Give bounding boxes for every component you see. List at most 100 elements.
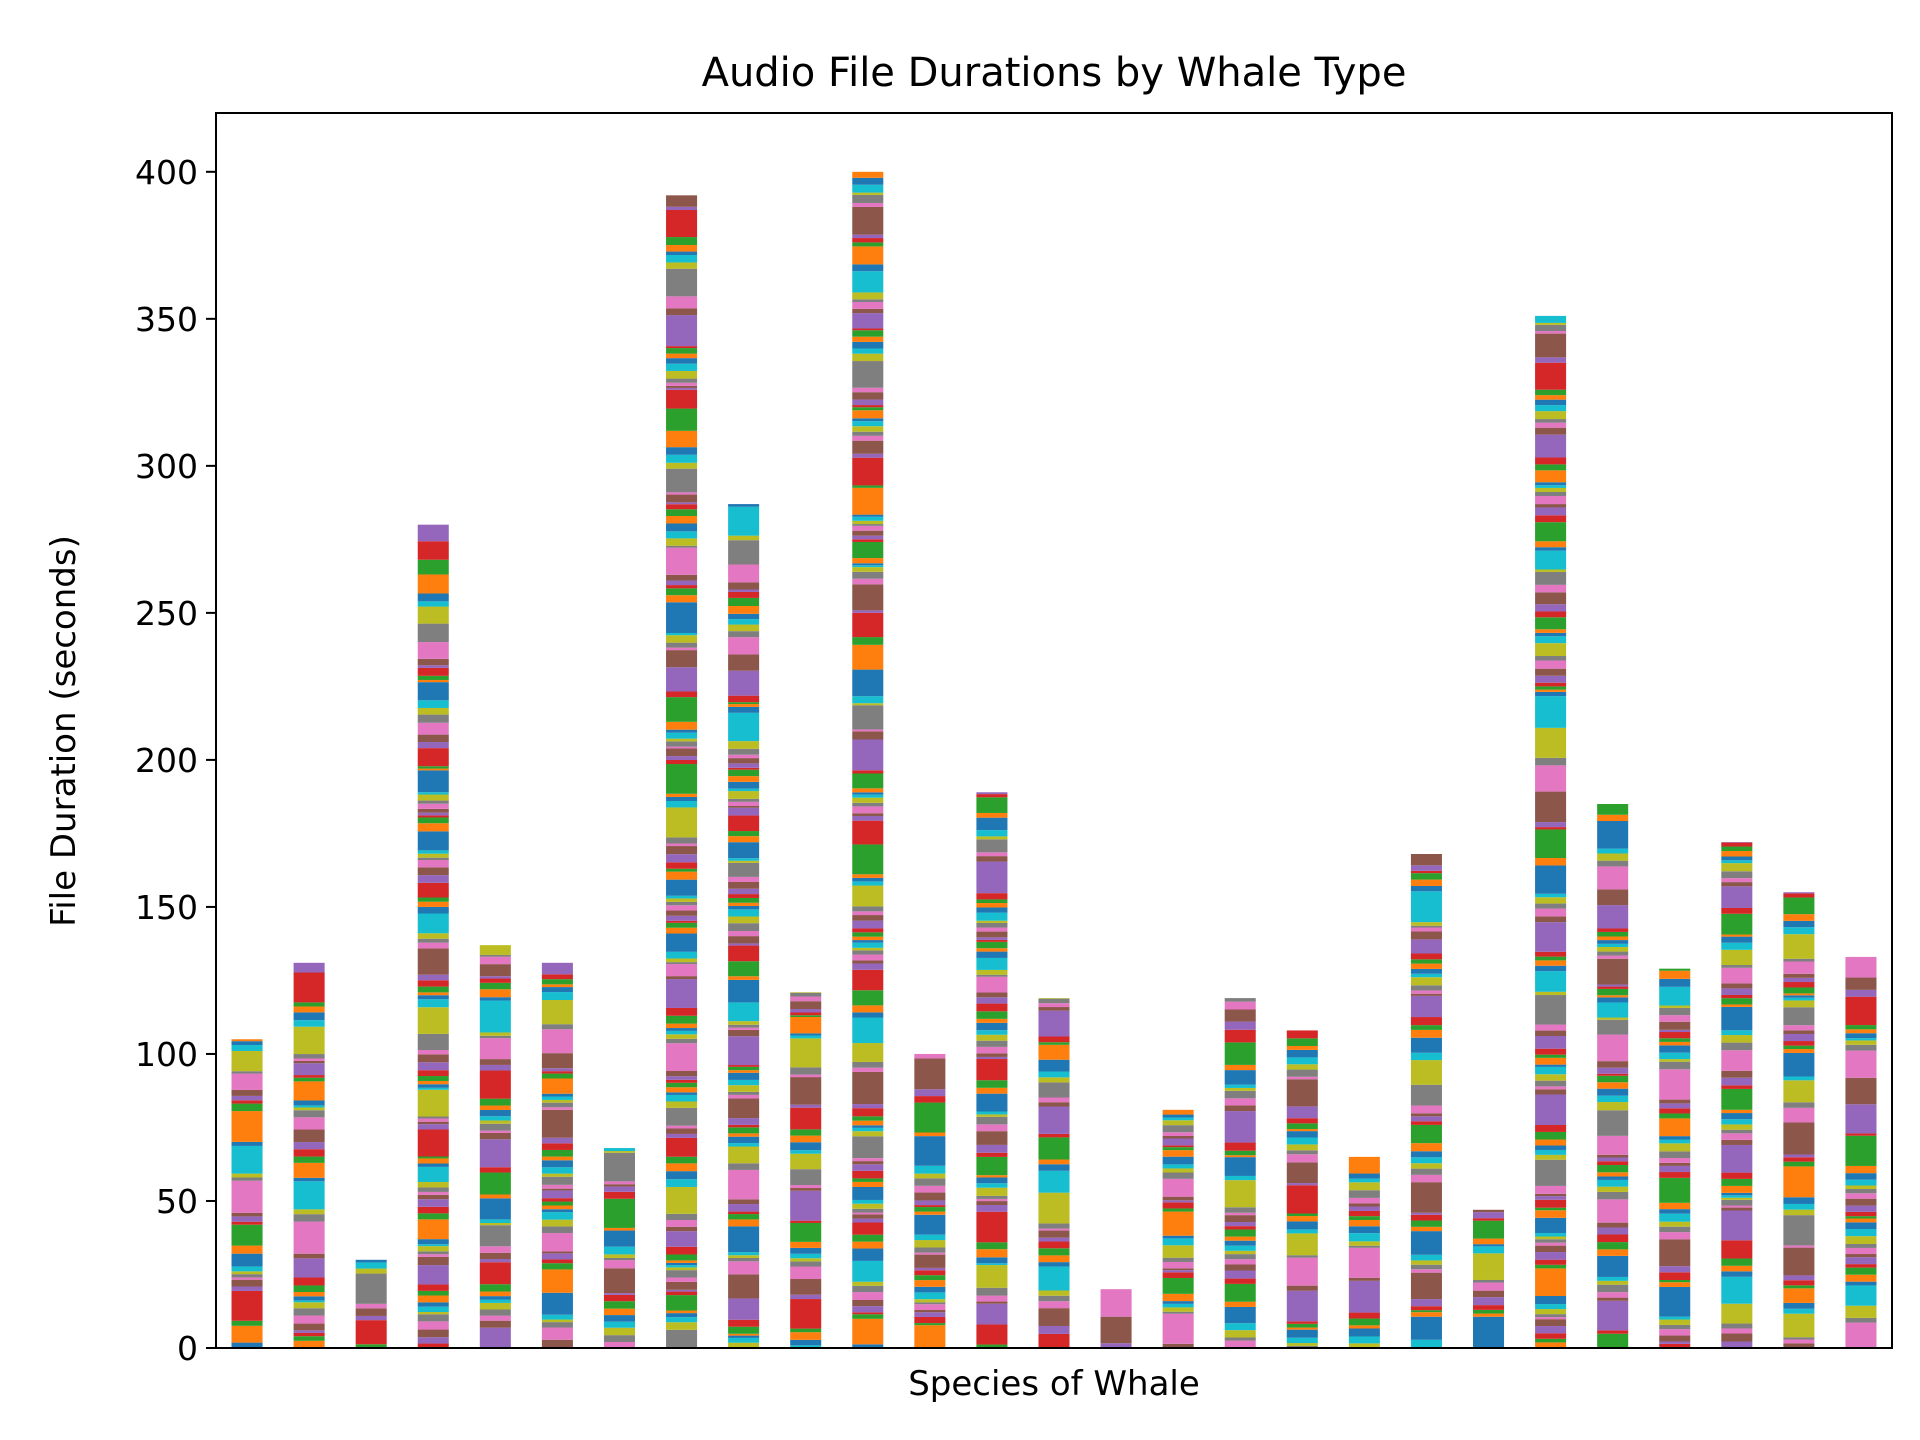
bar-segment — [1597, 931, 1629, 937]
bar-segment — [790, 1008, 822, 1013]
bar-segment — [914, 1316, 946, 1324]
y-tick-label: 300 — [135, 447, 198, 486]
bar-segment — [231, 1177, 263, 1181]
bar-segment — [852, 530, 884, 536]
bar-segment — [1659, 970, 1691, 979]
bar-segment — [541, 1029, 573, 1054]
bar-segment — [1410, 1306, 1442, 1311]
bar-segment — [976, 830, 1008, 837]
bar-segment — [666, 979, 698, 1008]
bar-segment — [790, 1012, 822, 1016]
bar-segment — [728, 540, 760, 565]
bar-segment — [1721, 934, 1753, 937]
bar-segment — [417, 1182, 449, 1188]
bar-segment — [1535, 322, 1567, 325]
bar-segment — [1659, 1165, 1691, 1173]
bar-segment — [1535, 482, 1567, 486]
bar-segment — [728, 1124, 760, 1128]
bar-segment — [852, 313, 884, 329]
bar-segment — [1535, 971, 1567, 992]
bar-segment — [790, 1253, 822, 1259]
bar-segment — [293, 1129, 325, 1143]
bar-segment — [541, 1292, 573, 1315]
bar-segment — [976, 1056, 1008, 1060]
bar-segment — [1473, 1290, 1505, 1298]
bar-segment — [231, 1100, 263, 1104]
bar-segment — [1348, 1178, 1380, 1183]
bar-segment — [852, 431, 884, 436]
bar-segment — [666, 1254, 698, 1261]
bar-segment — [976, 1093, 1008, 1112]
bar-segment — [852, 242, 884, 247]
bar-segment — [1162, 1257, 1194, 1262]
bar-segment — [852, 202, 884, 207]
bar-segment — [728, 767, 760, 770]
bar-segment — [852, 773, 884, 789]
bar-segment — [852, 950, 884, 955]
bar-segment — [728, 976, 760, 980]
bar-segment — [1597, 889, 1629, 906]
bar-segment — [355, 1273, 387, 1304]
bar-segment — [1597, 821, 1629, 849]
bar-segment — [1597, 984, 1629, 987]
bar-segment — [1535, 315, 1567, 323]
chart-title: Audio File Durations by Whale Type — [702, 50, 1407, 96]
bar-segment — [914, 1058, 946, 1090]
bar-segment — [417, 1118, 449, 1122]
bar-segment — [666, 759, 698, 765]
bar-segment — [914, 1252, 946, 1255]
bar-stack — [479, 945, 511, 1348]
bar-segment — [852, 874, 884, 878]
bar-segment — [293, 1330, 325, 1333]
bar-segment — [1535, 691, 1567, 697]
bar-segment — [231, 1266, 263, 1272]
bar-segment — [852, 703, 884, 706]
bar-segment — [1659, 1069, 1691, 1100]
bar-segment — [417, 859, 449, 868]
bar-segment — [231, 1221, 263, 1225]
bar-segment — [976, 1152, 1008, 1157]
bar-segment — [852, 184, 884, 193]
bar-segment — [1597, 1300, 1629, 1331]
bar-segment — [852, 610, 884, 613]
bar-segment — [852, 192, 884, 195]
bar-segment — [914, 1310, 946, 1313]
bar-segment — [1535, 1159, 1567, 1186]
bar-segment — [666, 1107, 698, 1126]
bar-segment — [790, 1279, 822, 1295]
bar-segment — [1721, 983, 1753, 989]
bar-segment — [231, 1342, 263, 1348]
bar-segment — [666, 871, 698, 880]
bar-segment — [790, 1107, 822, 1130]
bar-segment — [293, 1181, 325, 1210]
bar-segment — [666, 1329, 698, 1348]
bar-segment — [1224, 1175, 1256, 1181]
bar-segment — [728, 897, 760, 903]
bar-segment — [1535, 487, 1567, 493]
bar-segment — [1224, 1254, 1256, 1260]
bar-segment — [1286, 1150, 1318, 1155]
bar-segment — [1659, 1157, 1691, 1163]
bar-segment — [1410, 1017, 1442, 1026]
bar-segment — [417, 831, 449, 851]
bar-segment — [541, 1327, 573, 1340]
bar-segment — [1224, 1001, 1256, 1010]
bar-segment — [1473, 1316, 1505, 1348]
bar-stack — [603, 1148, 635, 1348]
bar-segment — [1535, 1210, 1567, 1218]
bar-stack — [1597, 804, 1629, 1348]
bar-segment — [1659, 1177, 1691, 1203]
bar-segment — [852, 1203, 884, 1209]
bar-segment — [1410, 1214, 1442, 1221]
bar-segment — [976, 974, 1008, 977]
bar-segment — [976, 1177, 1008, 1184]
bar-segment — [852, 954, 884, 961]
bar-segment — [1783, 1337, 1815, 1340]
bar-segment — [666, 920, 698, 923]
bar-segment — [852, 1116, 884, 1121]
bar-segment — [1659, 986, 1691, 1006]
bar-segment — [666, 430, 698, 448]
bar-segment — [417, 679, 449, 683]
bar-segment — [417, 1049, 449, 1055]
bar-segment — [666, 807, 698, 838]
